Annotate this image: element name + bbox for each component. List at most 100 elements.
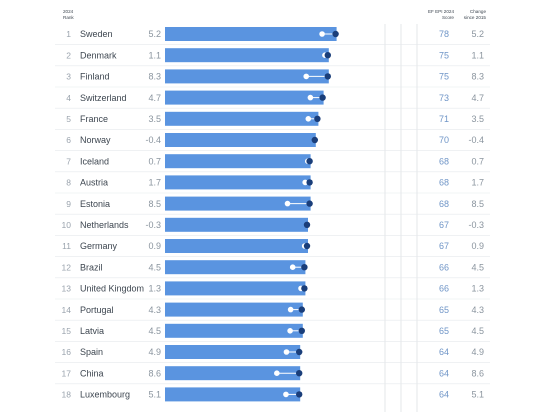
rank-label: 15 — [62, 326, 72, 336]
change-value-left: 1.7 — [148, 178, 161, 188]
country-label: Norway — [80, 135, 111, 145]
country-label: China — [80, 368, 104, 378]
change-value-right: 1.3 — [471, 284, 484, 294]
change-value-left: 0.9 — [148, 241, 161, 251]
previous-score-marker — [274, 370, 280, 377]
previous-score-marker — [305, 116, 312, 122]
current-score-marker — [296, 391, 303, 398]
change-value-left: 8.5 — [148, 199, 161, 209]
current-score-marker — [301, 285, 308, 292]
rank-label: 9 — [66, 199, 71, 209]
country-label: United Kingdom — [80, 284, 144, 294]
current-score-marker — [298, 306, 305, 313]
score-bar — [165, 154, 311, 169]
change-value-right: 8.5 — [471, 199, 484, 209]
change-value-left: 1.3 — [148, 284, 161, 294]
change-value-right: 8.6 — [471, 368, 484, 378]
score-bar — [165, 69, 329, 84]
previous-score-marker — [284, 200, 291, 207]
country-label: Sweden — [80, 29, 113, 39]
change-value-right: 0.7 — [471, 156, 484, 166]
previous-score-marker — [287, 306, 294, 313]
score-bar — [165, 48, 329, 63]
change-value-right: 0.9 — [471, 241, 484, 251]
change-value-right: -0.3 — [468, 220, 484, 230]
change-value-right: 4.5 — [471, 262, 484, 272]
rank-label: 10 — [62, 220, 72, 230]
change-value-right: 8.3 — [471, 72, 484, 82]
score-value: 68 — [439, 156, 449, 166]
score-bar — [165, 196, 311, 211]
country-label: Austria — [80, 178, 108, 188]
country-label: Portugal — [80, 305, 114, 315]
change-value-left: 3.5 — [148, 114, 161, 124]
country-label: France — [80, 114, 108, 124]
current-score-marker — [314, 115, 321, 123]
rank-label: 14 — [62, 305, 72, 315]
score-value: 75 — [439, 50, 449, 60]
score-value: 68 — [439, 178, 449, 188]
gridlines — [384, 24, 418, 412]
score-bar — [165, 302, 303, 317]
current-score-marker — [332, 30, 339, 38]
country-label: Brazil — [80, 262, 103, 272]
previous-score-marker — [307, 94, 314, 101]
score-header-line1: EF EPI 2024 — [428, 9, 454, 14]
score-value: 73 — [439, 93, 449, 103]
score-bar — [165, 345, 301, 359]
change-value-right: 1.1 — [471, 50, 484, 60]
current-score-marker — [306, 200, 313, 207]
change-value-left: 1.1 — [148, 50, 161, 60]
table-row: 5 France 3.5 71 3.5 — [55, 107, 490, 126]
current-score-marker — [306, 179, 313, 186]
country-label: Luxembourg — [80, 390, 130, 400]
score-bar — [165, 90, 324, 105]
rank-label: 7 — [66, 156, 71, 166]
score-value: 66 — [439, 262, 449, 272]
score-bar — [165, 281, 306, 296]
change-header-line2: since 2015 — [464, 15, 487, 20]
change-value-left: 0.7 — [148, 156, 161, 166]
country-label: Latvia — [80, 326, 104, 336]
rank-label: 6 — [66, 135, 71, 145]
current-score-marker — [324, 73, 331, 80]
rank-label: 16 — [62, 347, 72, 357]
score-bar — [165, 387, 301, 402]
change-value-right: -0.4 — [468, 135, 484, 145]
rank-label: 18 — [62, 390, 72, 400]
change-value-right: 1.7 — [471, 178, 484, 188]
score-header-line2: Score — [442, 15, 454, 20]
score-value: 66 — [439, 284, 449, 294]
country-label: Spain — [80, 347, 103, 357]
score-value: 67 — [439, 241, 449, 251]
score-bar — [165, 366, 301, 381]
rank-header-line2: Rank — [63, 15, 74, 20]
country-label: Iceland — [80, 156, 109, 166]
country-label: Estonia — [80, 199, 110, 209]
table-row: 4 Switzerland 4.7 73 4.7 — [55, 86, 490, 105]
change-value-left: 4.7 — [148, 93, 161, 103]
current-score-marker — [298, 327, 305, 334]
change-value-left: 4.3 — [148, 305, 161, 315]
previous-score-marker — [283, 391, 289, 398]
table-row: 14 Portugal 4.3 65 4.3 — [55, 298, 490, 317]
change-value-left: 5.1 — [148, 390, 161, 400]
change-value-right: 4.7 — [471, 93, 484, 103]
current-score-marker — [324, 52, 331, 59]
change-value-right: 3.5 — [471, 114, 484, 124]
table-row: 9 Estonia 8.5 68 8.5 — [55, 192, 490, 211]
country-label: Switzerland — [80, 93, 127, 103]
table-row: 6 Norway -0.4 70 -0.4 — [55, 129, 490, 147]
score-bar — [165, 175, 311, 190]
change-value-left: 8.3 — [148, 72, 161, 82]
rank-label: 17 — [62, 368, 72, 378]
country-label: Finland — [80, 72, 110, 82]
rank-label: 1 — [66, 29, 71, 39]
rank-header-line1: 2024 — [63, 9, 74, 14]
score-bar — [165, 27, 337, 41]
table-row: 3 Finland 8.3 75 8.3 — [55, 65, 490, 84]
table-row: 10 Netherlands -0.3 67 -0.3 — [55, 213, 490, 232]
current-score-marker — [301, 264, 308, 271]
previous-score-marker — [319, 31, 325, 37]
change-header-line1: Change — [470, 9, 487, 14]
